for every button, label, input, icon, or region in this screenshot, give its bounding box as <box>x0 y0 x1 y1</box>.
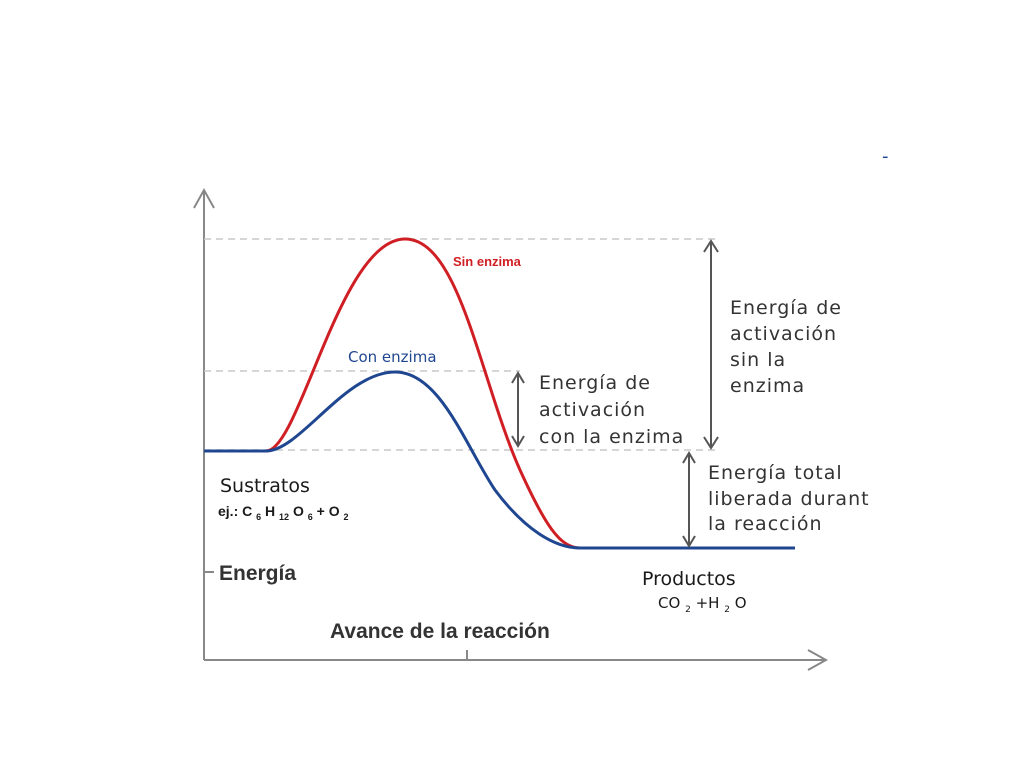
annotation-line: liberada durant <box>708 488 870 510</box>
formula-part: O <box>735 594 747 612</box>
products-title: Productos <box>642 568 736 590</box>
guide-lines <box>204 238 716 451</box>
formula-sub: 2 <box>724 605 730 615</box>
formula-part: +H <box>696 594 720 612</box>
corner-mark: - <box>882 146 889 167</box>
x-axis-arrowhead <box>807 649 829 671</box>
formula-sub: 6 <box>256 512 261 522</box>
label-without-enzyme: Sin enzima <box>453 254 522 269</box>
substrates-title: Sustratos <box>220 475 310 497</box>
formula-part: CO <box>658 594 680 612</box>
annotation-total-released: Energía total liberada durant la reacció… <box>708 462 870 535</box>
arrow-activation-with-top <box>511 371 525 384</box>
annotation-line: Energía de <box>730 297 842 319</box>
annotation-activation-with: Energía de activación con la enzima <box>539 372 684 448</box>
curve-without-enzyme <box>204 237 795 550</box>
formula-sub: 2 <box>685 605 691 615</box>
substrates-formula: ej.: C 6 H 12 O 6 + O 2 <box>218 503 349 523</box>
annotation-line: con la enzima <box>539 426 684 448</box>
arrow-total-released-bottom <box>682 535 696 548</box>
annotation-line: activación <box>539 399 646 421</box>
annotation-activation-without: Energía de activación sin la enzima <box>730 297 842 397</box>
annotation-line: activación <box>730 323 837 345</box>
formula-part: O <box>293 503 304 519</box>
arrow-activation-with-bottom <box>511 435 525 448</box>
formula-part: H <box>265 503 275 519</box>
y-axis-arrowhead <box>193 187 215 209</box>
arrow-total-released-top <box>682 451 696 464</box>
y-axis-label: Energía <box>219 562 296 585</box>
arrow-activation-without-bottom <box>703 436 719 450</box>
formula-prefix: ej.: C <box>218 503 252 519</box>
annotation-line: Energía de <box>539 372 651 394</box>
measure-arrows <box>511 239 719 548</box>
axes <box>193 187 829 671</box>
formula-sub: 12 <box>279 512 289 522</box>
formula-sub: 6 <box>308 512 313 522</box>
annotation-line: la reacción <box>708 513 823 535</box>
label-with-enzyme: Con enzima <box>348 348 437 366</box>
arrow-activation-without-top <box>703 239 719 253</box>
annotation-line: enzima <box>730 375 805 397</box>
curve-with-enzyme <box>204 370 795 550</box>
annotation-line: Energía total <box>708 462 843 484</box>
formula-part: + O <box>317 503 340 519</box>
x-axis-label: Avance de la reacción <box>330 620 550 643</box>
formula-sub: 2 <box>344 512 349 522</box>
annotation-line: sin la <box>730 349 786 371</box>
products-formula: CO 2 +H 2 O <box>658 594 747 616</box>
